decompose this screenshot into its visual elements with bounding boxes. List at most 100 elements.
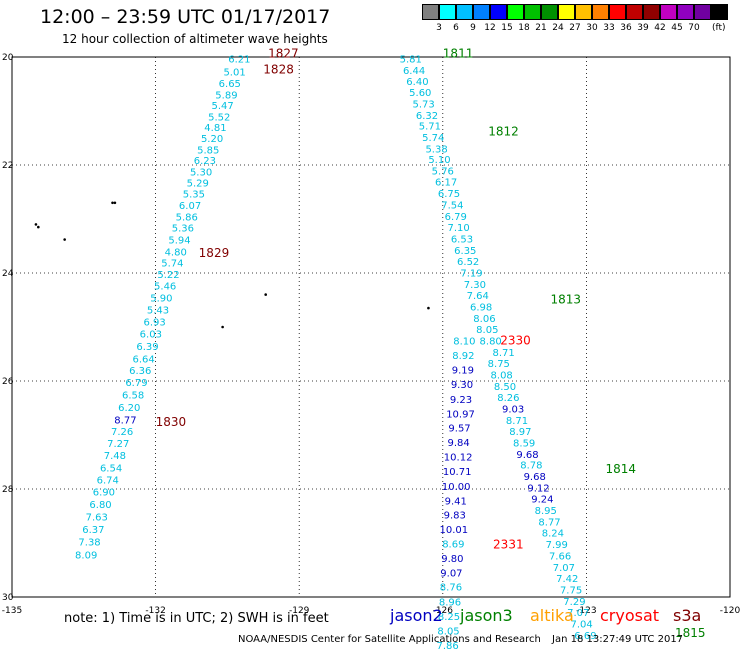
wave-height-value: 7.29 <box>563 597 585 608</box>
wave-height-value: 7.38 <box>78 537 100 548</box>
legend-tick: 21 <box>535 23 547 33</box>
wave-height-value: 5.89 <box>215 90 237 101</box>
wave-height-value: 6.64 <box>133 354 155 365</box>
pass-label: 2331 <box>493 538 524 552</box>
wave-height-value: 9.84 <box>447 438 469 449</box>
wave-height-value: 7.48 <box>104 451 126 462</box>
pass-label: 1812 <box>488 124 519 138</box>
lat-label: 24 <box>2 269 14 279</box>
legend-tick: 15 <box>501 23 513 33</box>
island-marker <box>111 201 114 205</box>
wave-height-value: 5.81 <box>400 55 422 66</box>
wave-height-value: 10.00 <box>442 482 471 493</box>
wave-height-value: 5.74 <box>422 133 444 144</box>
legend-tick: 27 <box>569 23 581 33</box>
wave-height-value: 9.12 <box>527 483 549 494</box>
legend-swatch <box>609 4 626 20</box>
map-frame <box>11 56 731 598</box>
wave-height-value: 8.77 <box>114 415 136 426</box>
lat-label: 22 <box>2 161 13 171</box>
wave-height-value: 5.74 <box>161 259 183 270</box>
page-title: 12:00 – 23:59 UTC 01/17/2017 <box>40 6 331 28</box>
wave-height-value: 5.22 <box>157 270 179 281</box>
wave-height-value: 8.76 <box>440 583 462 594</box>
wave-height-value: 5.47 <box>211 101 233 112</box>
wave-height-value: 6.75 <box>438 189 460 200</box>
wave-height-value: 6.53 <box>451 234 473 245</box>
wave-height-value: 7.75 <box>560 585 582 596</box>
pass-label: 2330 <box>500 333 531 347</box>
pass-label: 1811 <box>443 47 474 61</box>
legend-swatch <box>558 4 575 20</box>
lon-label: -129 <box>289 606 310 616</box>
lat-label: 26 <box>2 377 14 387</box>
axis-labels: -135 -132 -129 -126 -123 -120 20 22 24 26 28 30 <box>2 53 740 616</box>
wave-height-value: 10.01 <box>439 525 468 536</box>
wave-height-value: 6.93 <box>144 318 166 329</box>
wave-height-value: 7.66 <box>549 551 571 562</box>
legend-swatch <box>524 4 541 20</box>
pass-label: 1814 <box>606 462 637 476</box>
lat-label: 28 <box>2 485 14 495</box>
lon-label: -120 <box>720 606 740 616</box>
wave-height-value: 9.57 <box>448 423 470 434</box>
legend-swatch <box>422 4 439 20</box>
wave-height-value: 5.76 <box>432 166 454 177</box>
island-markers <box>34 201 430 329</box>
satellite-cryosat: cryosat <box>600 606 660 625</box>
legend-swatch <box>643 4 660 20</box>
wave-height-value: 10.12 <box>444 453 473 464</box>
wave-height-value: 7.07 <box>567 608 589 619</box>
wave-height-value: 9.41 <box>445 496 467 507</box>
wave-height-value: 6.80 <box>89 500 111 511</box>
wave-height-value: 8.95 <box>535 506 557 517</box>
wave-height-value: 6.69 <box>574 631 596 642</box>
legend-tick: 70 <box>688 23 700 33</box>
legend-swatch <box>473 4 490 20</box>
wave-height-value: 8.50 <box>494 382 516 393</box>
legend-unit: (ft) <box>712 23 726 33</box>
wave-height-value: 4.81 <box>204 123 226 134</box>
lat-label: 20 <box>2 53 14 63</box>
wave-height-value: 5.86 <box>176 212 198 223</box>
wave-height-value: 5.36 <box>172 224 194 235</box>
legend-swatch <box>626 4 643 20</box>
pass-label: 1815 <box>675 626 706 640</box>
wave-height-value: 7.04 <box>570 619 592 630</box>
wave-height-value: 9.19 <box>452 366 474 377</box>
wave-height-value: 6.23 <box>194 156 216 167</box>
legend-swatch <box>456 4 473 20</box>
wave-height-value: 9.24 <box>531 495 553 506</box>
wave-height-value: 9.68 <box>516 450 538 461</box>
wave-height-value: 8.78 <box>520 461 542 472</box>
pass-label: 1827 <box>268 47 299 61</box>
satellite-jason3: jason3 <box>460 606 513 625</box>
footnote: note: 1) Time is in UTC; 2) SWH is in fe… <box>64 611 329 626</box>
wave-height-value: 9.23 <box>450 395 472 406</box>
wave-height-value: 8.24 <box>542 529 564 540</box>
wave-height-value: 6.54 <box>100 463 122 474</box>
wave-height-value: 6.52 <box>457 257 479 268</box>
legend-tick: 3 <box>436 23 442 33</box>
wave-height-value: 8.05 <box>476 325 498 336</box>
satellite-s3a: s3a <box>673 606 702 625</box>
wave-height-value: 7.30 <box>464 280 486 291</box>
wave-height-value: 5.35 <box>183 190 205 201</box>
legend-tick: 18 <box>518 23 530 33</box>
lon-label: -135 <box>2 606 22 616</box>
wave-height-value: 5.30 <box>190 167 212 178</box>
wave-height-value: 5.46 <box>154 281 176 292</box>
legend-tick: 45 <box>671 23 683 33</box>
wave-height-value: 8.69 <box>442 540 464 551</box>
wave-height-value: 5.29 <box>187 178 209 189</box>
wave-height-value: 7.63 <box>86 513 108 524</box>
legend-tick: 30 <box>586 23 598 33</box>
legend-swatch <box>541 4 558 20</box>
wave-height-value: 5.85 <box>197 145 219 156</box>
wave-height-value: 5.01 <box>223 68 245 79</box>
wave-height-value: 6.79 <box>125 378 147 389</box>
pass-label: 1828 <box>263 62 294 76</box>
wave-height-value: 4.80 <box>165 247 187 258</box>
legend-swatch <box>677 4 694 20</box>
legend-swatch <box>575 4 592 20</box>
